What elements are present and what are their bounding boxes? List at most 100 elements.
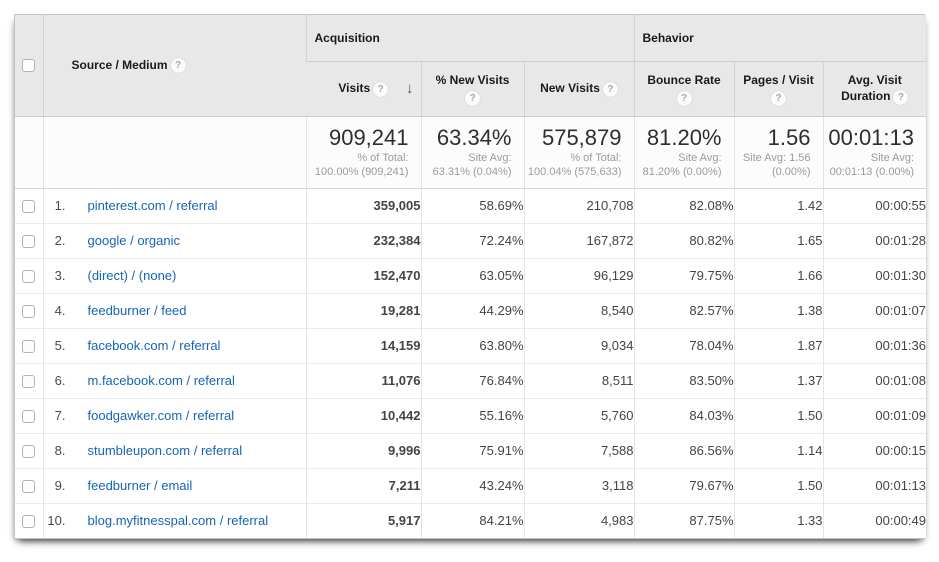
pct-new-visits-cell: 63.05%	[420, 257, 524, 293]
pages-visit-cell: 1.65	[733, 222, 823, 258]
help-icon[interactable]: ?	[373, 81, 389, 97]
source-medium-link[interactable]: feedburner / feed	[87, 303, 187, 318]
new-visits-cell: 4,983	[523, 502, 634, 538]
new-visits-cell: 3,118	[523, 467, 634, 503]
source-medium-link[interactable]: blog.myfitnesspal.com / referral	[87, 513, 269, 529]
avg-duration-cell: 00:01:09	[822, 397, 926, 433]
source-medium-link[interactable]: foodgawker.com / referral	[87, 408, 235, 423]
help-icon[interactable]: ?	[465, 90, 480, 106]
help-icon[interactable]: ?	[170, 57, 186, 73]
source-medium-link[interactable]: (direct) / (none)	[87, 268, 177, 283]
source-medium-cell: 1. pinterest.com / referral	[42, 188, 306, 223]
totals-bounce-value: 81.20%	[646, 124, 722, 150]
row-rank: 2.	[54, 233, 66, 248]
visits-cell: 7,211	[305, 467, 421, 503]
bounce-rate-cell: 84.03%	[633, 397, 734, 433]
bounce-rate-cell: 86.56%	[633, 432, 734, 468]
row-checkbox[interactable]	[22, 270, 36, 284]
row-checkbox[interactable]	[22, 445, 36, 459]
totals-pct-new-value: 63.34%	[436, 124, 512, 150]
help-icon[interactable]: ?	[893, 89, 909, 105]
pct-new-visits-label: % New Visits	[435, 72, 510, 87]
avg-duration-cell: 00:01:08	[822, 362, 926, 398]
avg-duration-cell: 00:00:55	[822, 188, 926, 223]
row-checkbox[interactable]	[22, 480, 36, 494]
col-header-pages-visit[interactable]: Pages / Visit ?	[733, 61, 823, 117]
avg-duration-cell: 00:00:15	[822, 432, 926, 468]
row-checkbox[interactable]	[22, 515, 36, 529]
source-medium-link[interactable]: google / organic	[87, 233, 181, 248]
totals-checkbox-cell	[15, 116, 43, 189]
new-visits-cell: 8,540	[523, 292, 634, 328]
visits-cell: 9,996	[305, 432, 421, 468]
col-header-visits[interactable]: Visits? ↓	[306, 61, 421, 117]
table-row: 6. m.facebook.com / referral 11,076 76.84…	[15, 362, 926, 398]
avg-duration-label-line1: Avg. Visit	[847, 73, 902, 88]
col-header-avg-visit-duration[interactable]: Avg. Visit Duration?	[822, 61, 926, 117]
col-header-pct-new-visits[interactable]: % New Visits ?	[420, 61, 524, 117]
col-header-new-visits[interactable]: New Visits?	[523, 61, 634, 117]
pages-visit-cell: 1.50	[733, 397, 823, 433]
help-icon[interactable]: ?	[771, 90, 786, 106]
select-all-checkbox[interactable]	[22, 59, 36, 73]
row-checkbox-cell	[15, 397, 43, 433]
row-checkbox[interactable]	[22, 200, 36, 214]
visits-cell: 19,281	[305, 292, 421, 328]
avg-duration-label-line2: Duration	[841, 89, 891, 104]
row-checkbox-cell	[15, 188, 43, 223]
row-checkbox[interactable]	[22, 340, 36, 354]
totals-new-visits-value: 575,879	[541, 124, 622, 150]
bounce-rate-cell: 79.67%	[633, 467, 734, 503]
source-medium-link[interactable]: feedburner / email	[87, 478, 193, 493]
visits-label: Visits	[338, 81, 371, 96]
source-medium-link[interactable]: stumbleupon.com / referral	[87, 443, 243, 458]
row-checkbox[interactable]	[22, 235, 36, 249]
row-rank: 10.	[47, 513, 66, 529]
row-checkbox[interactable]	[22, 410, 36, 424]
totals-pages-subtext: Site Avg: 1.56 (0.00%)	[742, 151, 811, 178]
table-row: 3. (direct) / (none) 152,470 63.05% 96,12…	[15, 257, 926, 293]
source-medium-link[interactable]: facebook.com / referral	[87, 338, 221, 353]
totals-avg-duration: 00:01:13 Site Avg: 00:01:13 (0.00%)	[822, 116, 926, 189]
col-header-source-medium[interactable]: Source / Medium?	[42, 15, 306, 117]
row-checkbox-cell	[15, 327, 43, 363]
pct-new-visits-cell: 76.84%	[420, 362, 524, 398]
totals-source-cell	[42, 116, 306, 189]
source-medium-cell: 10. blog.myfitnesspal.com / referral	[42, 502, 306, 538]
bounce-rate-cell: 82.08%	[633, 188, 734, 223]
new-visits-cell: 167,872	[523, 222, 634, 258]
source-medium-cell: 4. feedburner / feed	[42, 292, 306, 328]
source-medium-cell: 2. google / organic	[42, 222, 306, 258]
totals-pct-new-visits: 63.34% Site Avg: 63.31% (0.04%)	[420, 116, 524, 189]
table-header: Source / Medium? Acquisition Behavior Vi…	[15, 15, 926, 117]
row-checkbox[interactable]	[22, 375, 36, 389]
totals-bounce-subtext: Site Avg: 81.20% (0.00%)	[642, 151, 722, 178]
source-medium-cell: 6. m.facebook.com / referral	[42, 362, 306, 398]
pages-visit-label: Pages / Visit	[743, 72, 814, 87]
visits-cell: 14,159	[305, 327, 421, 363]
help-icon[interactable]: ?	[676, 90, 692, 106]
totals-bounce-rate: 81.20% Site Avg: 81.20% (0.00%)	[633, 116, 734, 189]
col-header-bounce-rate[interactable]: Bounce Rate ?	[633, 61, 734, 117]
avg-duration-cell: 00:01:30	[822, 257, 926, 293]
bounce-rate-cell: 80.82%	[633, 222, 734, 258]
source-medium-link[interactable]: pinterest.com / referral	[87, 198, 218, 213]
avg-duration-cell: 00:01:36	[822, 327, 926, 363]
source-medium-link[interactable]: m.facebook.com / referral	[87, 373, 235, 388]
avg-duration-cell: 00:01:13	[822, 467, 926, 503]
new-visits-cell: 9,034	[523, 327, 634, 363]
bounce-rate-label: Bounce Rate	[647, 72, 721, 87]
row-rank: 7.	[54, 408, 66, 423]
table-row: 4. feedburner / feed 19,281 44.29% 8,540 …	[15, 292, 926, 328]
row-rank: 8.	[54, 443, 66, 458]
new-visits-label: New Visits	[540, 81, 600, 96]
totals-visits: 909,241 % of Total: 100.00% (909,241)	[305, 116, 421, 189]
group-header-acquisition: Acquisition	[305, 15, 634, 62]
row-checkbox-cell	[15, 467, 43, 503]
pct-new-visits-cell: 84.21%	[420, 502, 524, 538]
row-checkbox[interactable]	[22, 305, 36, 319]
visits-cell: 5,917	[305, 502, 421, 538]
visits-cell: 359,005	[305, 188, 421, 223]
help-icon[interactable]: ?	[602, 81, 618, 97]
totals-duration-subtext: Site Avg: 00:01:13 (0.00%)	[829, 151, 914, 178]
